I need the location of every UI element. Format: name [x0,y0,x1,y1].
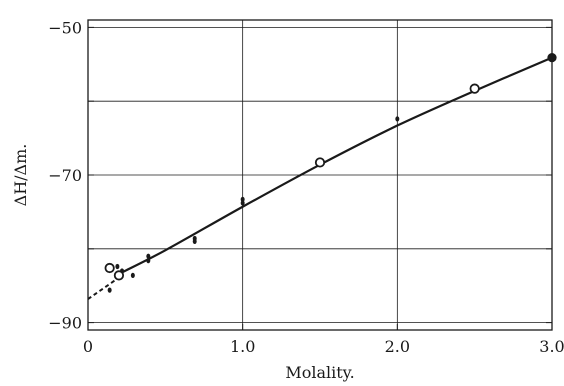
extrapolation-dashed-line [87,276,120,300]
axis-ticks [87,26,553,330]
x-tick-label: 2.0 [385,337,410,356]
data-points [104,53,557,293]
data-point-dot [395,116,400,122]
y-tick-label: −70 [48,166,82,185]
x-tick-label: 1.0 [230,337,255,356]
data-point-dot [240,196,245,202]
grid-lines [88,20,552,330]
x-tick-label: 3.0 [539,337,564,356]
x-axis-label: Molality. [285,363,354,382]
data-point-dot [115,263,120,270]
data-point-open-circle [104,262,115,274]
data-point-dot [146,258,151,264]
data-point-dot [146,253,151,259]
data-point-open-circle [113,270,125,281]
data-point-open-circle [469,83,480,94]
data-point-dot [240,200,245,206]
y-tick-label: −90 [48,314,82,333]
y-axis-label: ΔH/Δm. [11,144,30,207]
data-point-dot [192,238,197,245]
data-point-open-circle [314,157,326,168]
data-point-dot [107,287,112,293]
data-point-dot [130,272,135,278]
data-point-filled-circle [547,53,557,63]
fit-curve-line [118,56,553,275]
fit-curves [87,56,553,300]
x-tick-label: 0 [83,337,93,356]
y-tick-label: −50 [48,18,82,37]
tick-labels: 0 1.0 2.0 3.0 −50 −70 −90 [48,18,564,356]
